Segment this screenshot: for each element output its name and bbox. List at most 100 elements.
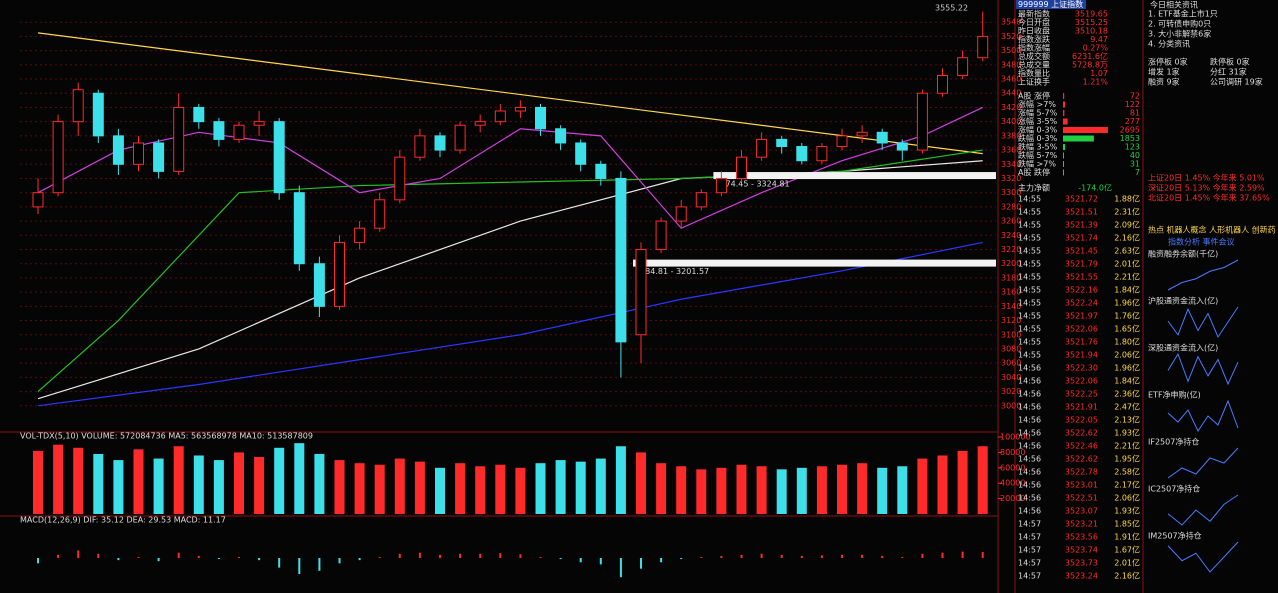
volume-bar [796,467,807,514]
volume-bar [133,449,144,514]
candle-body [635,249,647,336]
main-flow: -174.0亿 [1078,183,1112,193]
volume-bar [475,466,486,514]
tick-time: 14:57 [1018,520,1041,529]
breadth-count: 1853 [1120,134,1140,143]
quote-value: 3515.25 [1075,18,1108,27]
spark-line [1167,447,1239,479]
y-tick-label: 3540 [1001,18,1021,27]
tick-amount: 1.93亿 [1114,506,1140,516]
tick-price: 3522.24 [1065,299,1098,308]
volume-bar [33,450,43,514]
y-tick-label: 3380 [1001,131,1021,140]
quote-value: 3519.65 [1075,10,1108,19]
candle-body [112,135,124,165]
tick-price: 3521.55 [1065,273,1098,282]
breadth-bar [1063,135,1094,142]
volume-bar [435,467,445,514]
y-tick-label: 3320 [1001,174,1021,183]
spark-line [1167,259,1239,291]
candle-body [796,146,808,162]
breadth-bar [1063,144,1066,150]
tick-amount: 1.76亿 [1114,311,1140,321]
candle-body [736,156,747,179]
moving-average [37,241,983,407]
tick-amount: 2.17亿 [1114,480,1140,490]
breadth-bar [1063,169,1064,176]
tick-time: 14:55 [1018,260,1041,269]
tick-amount: 2.21亿 [1114,441,1140,451]
tick-time: 14:55 [1018,325,1041,334]
tick-time: 14:55 [1018,234,1041,243]
candle-body [213,121,225,140]
candle-body [52,121,64,194]
volume-bar [234,452,244,514]
tick-price: 3522.51 [1065,494,1098,503]
tick-price: 3521.76 [1065,338,1098,347]
tick-time: 14:56 [1018,455,1041,464]
quote-label: 最新指数 [1018,9,1050,19]
breadth-count: 7 [1135,168,1140,177]
volume-bar [274,447,285,514]
news-item: 2. 可转债申购0只 [1148,19,1211,29]
volume-bar [374,464,385,514]
y-tick-label: 3480 [1001,60,1021,69]
breadth-bar [1063,110,1065,116]
range-label: 3184.81 - 3201.57 [635,267,709,276]
breadth-count: 81 [1130,109,1140,118]
candle-body [313,263,325,307]
volume-bar [756,466,767,514]
quote-title-bg [1016,0,1086,9]
volume-bar [354,463,365,514]
candle-body [675,206,687,222]
quote-label: 指数涨幅 [1018,43,1050,53]
breadth-count: 123 [1125,143,1140,152]
breadth-count: 72 [1130,92,1140,101]
tick-amount: 1.80亿 [1114,337,1140,347]
tick-time: 14:55 [1018,312,1041,321]
tick-amount: 1.88亿 [1114,194,1140,204]
tick-amount: 1.95亿 [1114,454,1140,464]
tick-time: 14:55 [1018,286,1041,295]
tick-price: 3521.97 [1065,312,1098,321]
y-tick-label: 100000 [1000,433,1031,442]
candle-body [434,135,446,151]
volume-bar [93,453,104,514]
candle-body [474,121,486,126]
y-tick-label: 3420 [1001,103,1021,112]
tick-time: 14:56 [1018,364,1041,373]
spark-line [1167,494,1239,526]
tick-time: 14:56 [1018,481,1041,490]
quote-value: 3510.18 [1075,27,1108,36]
volume-bar [897,466,908,514]
y-tick-label: 3280 [1001,202,1021,211]
tick-amount: 1.91亿 [1114,532,1140,542]
candle-body [816,146,828,162]
tick-amount: 2.09亿 [1114,220,1140,230]
tick-time: 14:55 [1018,195,1041,204]
macd-header: MACD(12,26,9) DIF: 35.12 DEA: 29.53 MACD… [20,516,226,525]
candle-body [595,163,607,179]
tick-amount: 2.06亿 [1114,493,1140,503]
tick-amount: 1.96亿 [1114,363,1140,373]
tick-price: 3523.73 [1065,559,1098,568]
tick-time: 14:56 [1018,468,1041,477]
tick-amount: 2.06亿 [1114,350,1140,360]
y-tick-label: 3080 [1001,344,1021,353]
candle-body [957,57,969,76]
breadth-label: A股 跌停 [1018,167,1050,177]
hot-topics: 热点 机器人概念 人形机器人 创新药 [1148,225,1276,235]
volume-bar [153,458,164,514]
spark-title: IC2507净持仓 [1148,484,1200,494]
volume-bar [535,463,546,514]
candle-body [72,89,84,123]
y-tick-label: 20000 [1000,494,1025,503]
y-tick-label: 3200 [1001,259,1021,268]
y-tick-label: 40000 [1000,479,1025,488]
main-flow-label: 主力净额 [1018,183,1050,193]
volume-bar [636,452,646,514]
volume-bar [676,466,687,514]
breadth-label: 跌幅 0-3% [1018,133,1058,143]
tick-amount: 1.65亿 [1114,324,1140,334]
breadth-bar [1063,161,1064,167]
